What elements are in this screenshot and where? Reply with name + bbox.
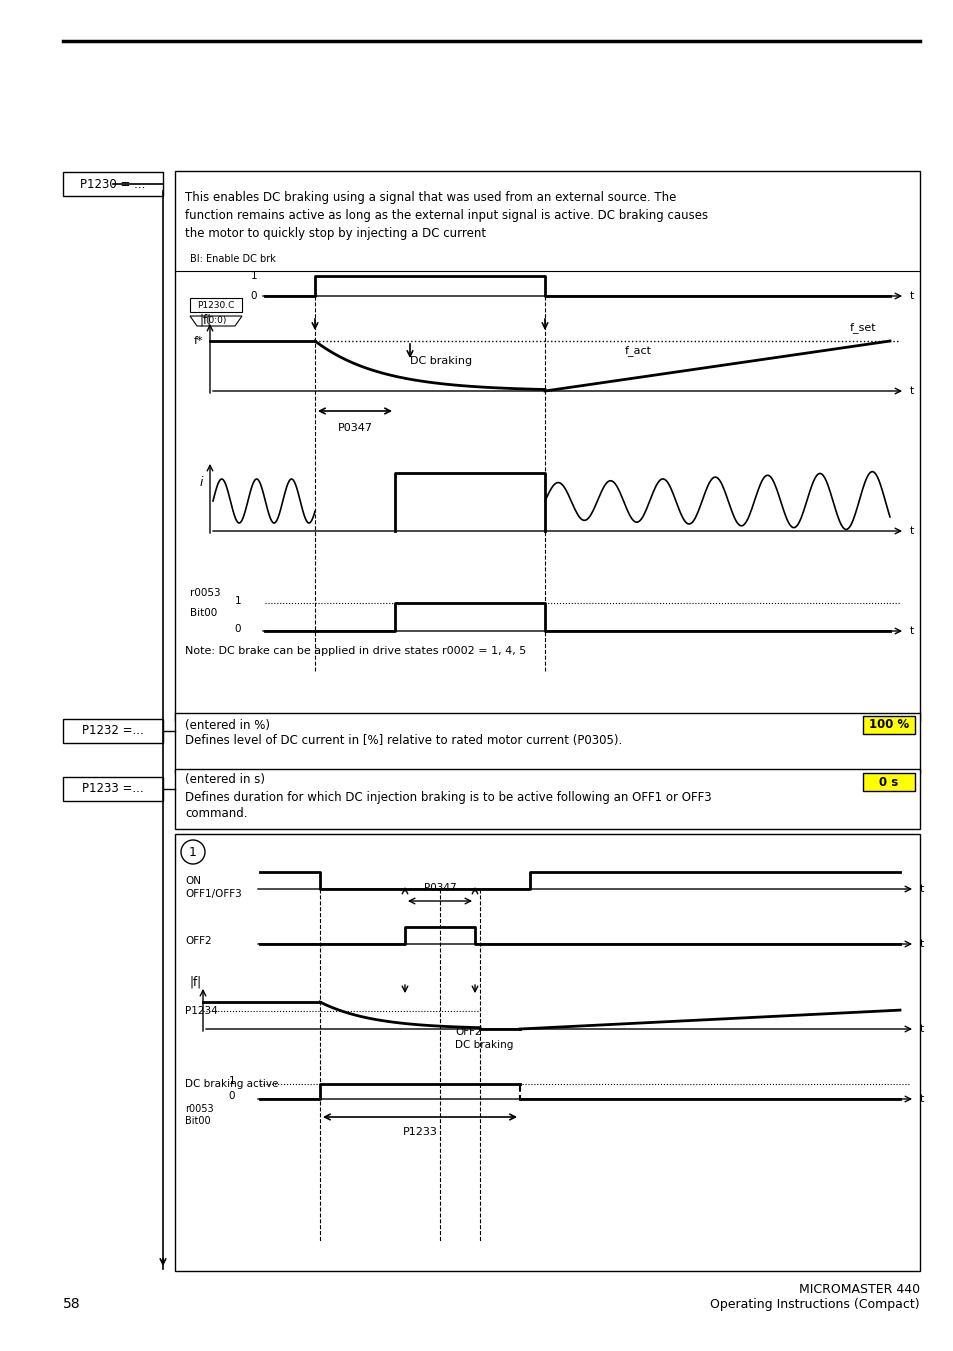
Text: OFF2: OFF2 xyxy=(185,936,212,946)
Text: P1232 =...: P1232 =... xyxy=(82,724,144,738)
Text: P1230 = ...: P1230 = ... xyxy=(80,177,146,190)
Text: 1: 1 xyxy=(189,846,196,858)
Text: (entered in %): (entered in %) xyxy=(185,719,270,732)
Text: t: t xyxy=(919,884,923,894)
Text: t: t xyxy=(919,939,923,948)
Text: t: t xyxy=(909,626,913,636)
Text: 1: 1 xyxy=(228,1075,234,1086)
Text: f_act: f_act xyxy=(624,345,651,357)
Text: 0: 0 xyxy=(251,290,256,301)
Bar xyxy=(862,773,914,790)
Text: ON: ON xyxy=(185,875,201,886)
Bar xyxy=(63,777,163,801)
Text: OFF2: OFF2 xyxy=(455,1027,481,1038)
Text: OFF1/OFF3: OFF1/OFF3 xyxy=(185,889,241,898)
Text: |f|: |f| xyxy=(200,313,212,326)
Text: DC braking active: DC braking active xyxy=(185,1079,278,1089)
Text: r0053: r0053 xyxy=(190,588,220,598)
Bar xyxy=(174,172,919,721)
Text: This enables DC braking using a signal that was used from an external source. Th: This enables DC braking using a signal t… xyxy=(185,190,676,204)
Bar xyxy=(174,834,919,1271)
Bar xyxy=(63,719,163,743)
Text: 0: 0 xyxy=(234,624,241,634)
Text: 58: 58 xyxy=(63,1297,81,1310)
Text: function remains active as long as the external input signal is active. DC braki: function remains active as long as the e… xyxy=(185,209,707,222)
Bar xyxy=(63,172,163,196)
Text: DC braking: DC braking xyxy=(455,1040,513,1050)
Text: 0: 0 xyxy=(229,1092,234,1101)
Text: Defines level of DC current in [%] relative to rated motor current (P0305).: Defines level of DC current in [%] relat… xyxy=(185,734,621,747)
Bar xyxy=(190,299,242,312)
Text: Bit00: Bit00 xyxy=(185,1116,211,1125)
Text: the motor to quickly stop by injecting a DC current: the motor to quickly stop by injecting a… xyxy=(185,227,486,240)
Text: Bit00: Bit00 xyxy=(190,608,217,617)
Text: command.: command. xyxy=(185,807,247,820)
Text: t: t xyxy=(909,290,913,301)
Text: (0:0): (0:0) xyxy=(205,316,227,326)
Text: t: t xyxy=(919,1094,923,1104)
Text: |f|: |f| xyxy=(190,975,202,989)
Text: BI: Enable DC brk: BI: Enable DC brk xyxy=(190,254,275,263)
Text: (entered in s): (entered in s) xyxy=(185,773,265,786)
Text: P1233: P1233 xyxy=(402,1127,437,1138)
Text: MICROMASTER 440: MICROMASTER 440 xyxy=(798,1283,919,1296)
Text: 0 s: 0 s xyxy=(879,775,898,789)
Text: 1: 1 xyxy=(250,272,256,281)
Bar xyxy=(862,716,914,734)
Text: t: t xyxy=(909,526,913,536)
Text: P1230.C: P1230.C xyxy=(197,300,234,309)
Text: 100 %: 100 % xyxy=(868,719,908,731)
Bar xyxy=(174,713,919,773)
Text: DC braking: DC braking xyxy=(410,357,472,366)
Text: i: i xyxy=(200,476,203,489)
Text: t: t xyxy=(909,386,913,396)
Text: 1: 1 xyxy=(234,596,241,607)
Text: Note: DC brake can be applied in drive states r0002 = 1, 4, 5: Note: DC brake can be applied in drive s… xyxy=(185,646,526,657)
Text: P0347: P0347 xyxy=(423,884,456,893)
Text: r0053: r0053 xyxy=(185,1104,213,1115)
Text: f*: f* xyxy=(193,336,203,346)
Text: P1233 =...: P1233 =... xyxy=(82,782,144,796)
Bar xyxy=(174,769,919,830)
Text: Defines duration for which DC injection braking is to be active following an OFF: Defines duration for which DC injection … xyxy=(185,790,711,804)
Text: P0347: P0347 xyxy=(337,423,372,434)
Text: P1234: P1234 xyxy=(185,1006,217,1016)
Text: f_set: f_set xyxy=(849,322,876,332)
Text: t: t xyxy=(919,1024,923,1034)
Text: Operating Instructions (Compact): Operating Instructions (Compact) xyxy=(710,1298,919,1310)
